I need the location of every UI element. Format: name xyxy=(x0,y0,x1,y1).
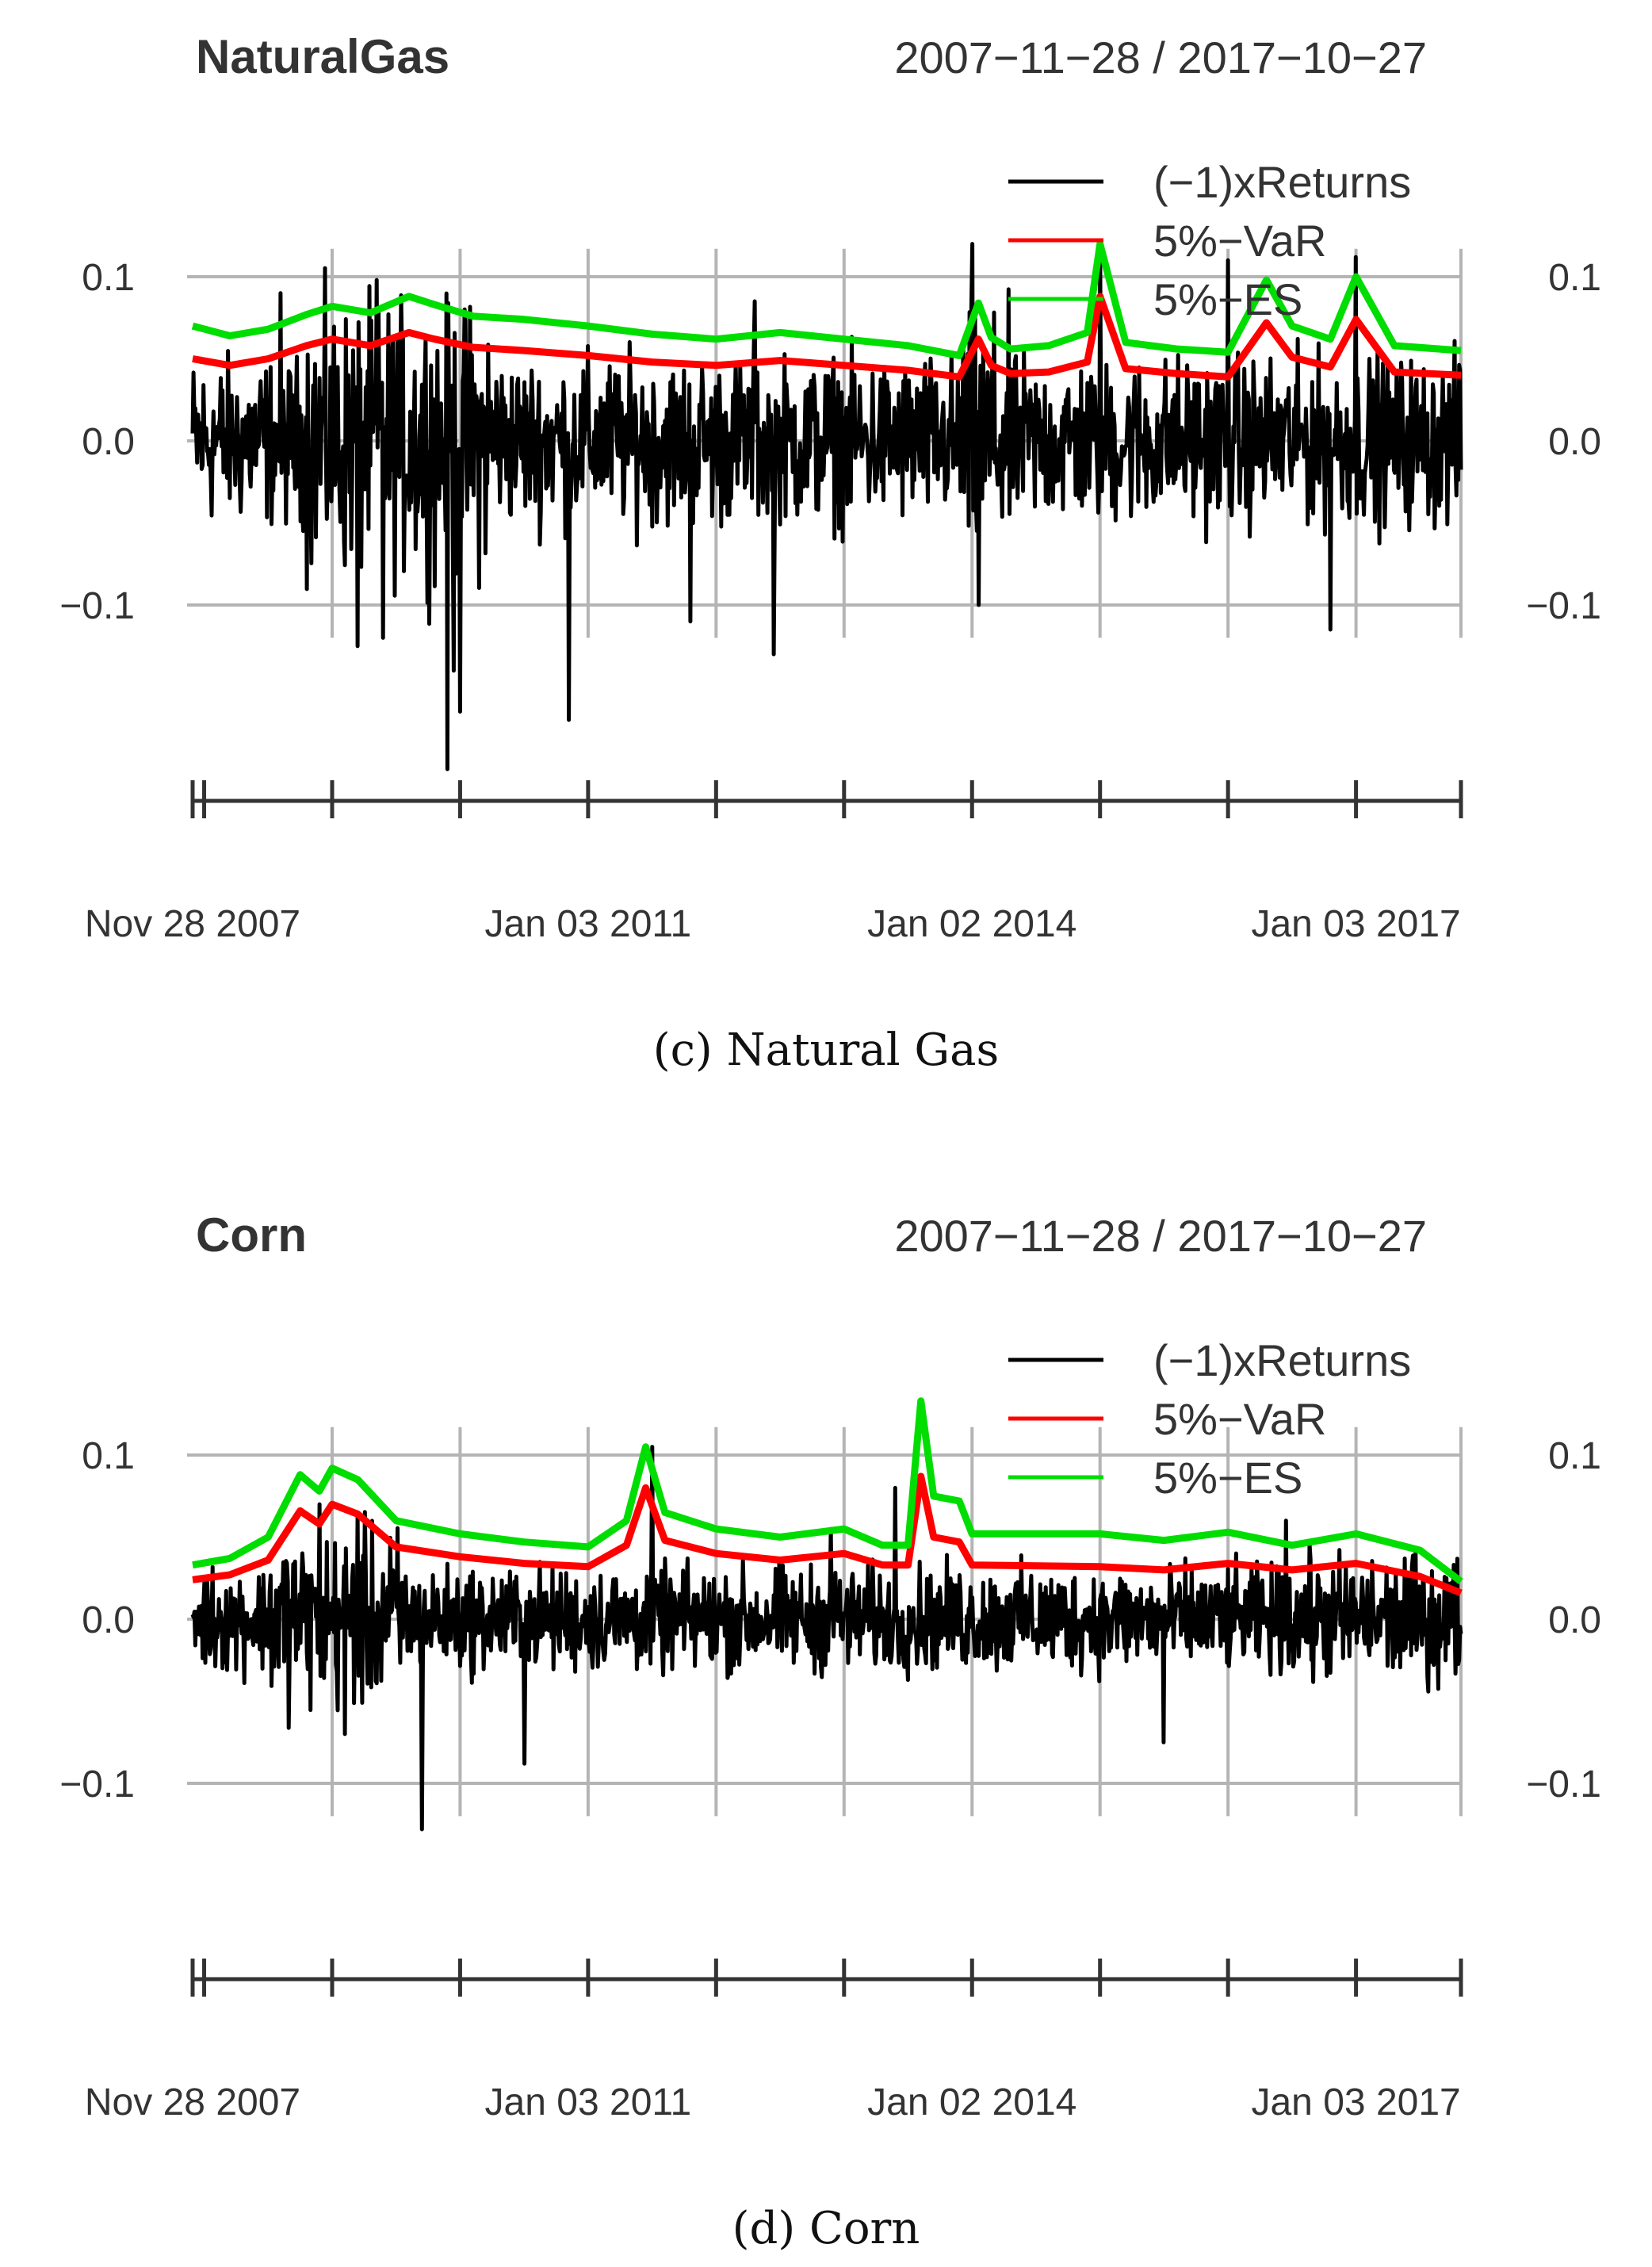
x-tick-label: Nov 28 2007 xyxy=(85,2081,300,2123)
series-returns-line xyxy=(190,1445,1463,1832)
y-tick-label-left: 0.0 xyxy=(82,1599,135,1641)
y-tick-label-left: 0.0 xyxy=(82,421,135,463)
x-tick-label: Jan 03 2017 xyxy=(1251,2081,1460,2123)
y-tick-label-right: 0.1 xyxy=(1548,1435,1601,1477)
series-es-line xyxy=(191,240,1462,359)
y-tick-label-right: 0.1 xyxy=(1548,257,1601,299)
series-var-line xyxy=(192,293,1462,381)
series-returns-line xyxy=(190,242,1463,772)
chart-panel-natural-gas: NaturalGas 2007−11−28 / 2017−10−27 0.1 0.1 0… xyxy=(59,30,1601,1076)
chart-title: NaturalGas xyxy=(196,30,449,83)
legend-label: 5%−ES xyxy=(1153,1453,1302,1503)
y-tick-label-left: −0.1 xyxy=(59,585,135,627)
chart-title: Corn xyxy=(196,1208,307,1262)
x-tick-label: Jan 02 2014 xyxy=(867,2081,1076,2123)
figure-caption: (d) Corn xyxy=(732,2203,920,2254)
x-tick-label: Jan 03 2011 xyxy=(485,903,692,945)
x-tick-label: Jan 03 2017 xyxy=(1251,903,1460,945)
y-tick-label-right: 0.0 xyxy=(1548,421,1601,463)
y-tick-label-left: −0.1 xyxy=(59,1763,135,1806)
legend-label: 5%−VaR xyxy=(1153,1394,1326,1444)
legend-label: (−1)xReturns xyxy=(1153,157,1411,207)
y-tick-label-left: 0.1 xyxy=(82,257,135,299)
series-var-line xyxy=(192,1472,1463,1597)
series-es-line xyxy=(192,1397,1463,1584)
y-tick-label-right: −0.1 xyxy=(1526,1763,1601,1806)
legend-label: 5%−ES xyxy=(1153,274,1302,324)
legend-label: (−1)xReturns xyxy=(1153,1335,1411,1385)
date-range-label: 2007−11−28 / 2017−10−27 xyxy=(894,33,1427,82)
chart-panel-corn: Corn 2007−11−28 / 2017−10−27 0.1 0.1 0.0 0.0 −… xyxy=(59,1208,1601,2254)
x-tick-label: Jan 03 2011 xyxy=(485,2081,692,2123)
legend-label: 5%−VaR xyxy=(1153,216,1326,266)
y-tick-label-left: 0.1 xyxy=(82,1435,135,1477)
date-range-label: 2007−11−28 / 2017−10−27 xyxy=(894,1211,1427,1261)
x-tick-label: Jan 02 2014 xyxy=(867,903,1076,945)
figure-caption: (c) Natural Gas xyxy=(653,1024,1000,1076)
x-tick-label: Nov 28 2007 xyxy=(85,903,300,945)
y-tick-label-right: 0.0 xyxy=(1548,1599,1601,1641)
y-tick-label-right: −0.1 xyxy=(1526,585,1601,627)
